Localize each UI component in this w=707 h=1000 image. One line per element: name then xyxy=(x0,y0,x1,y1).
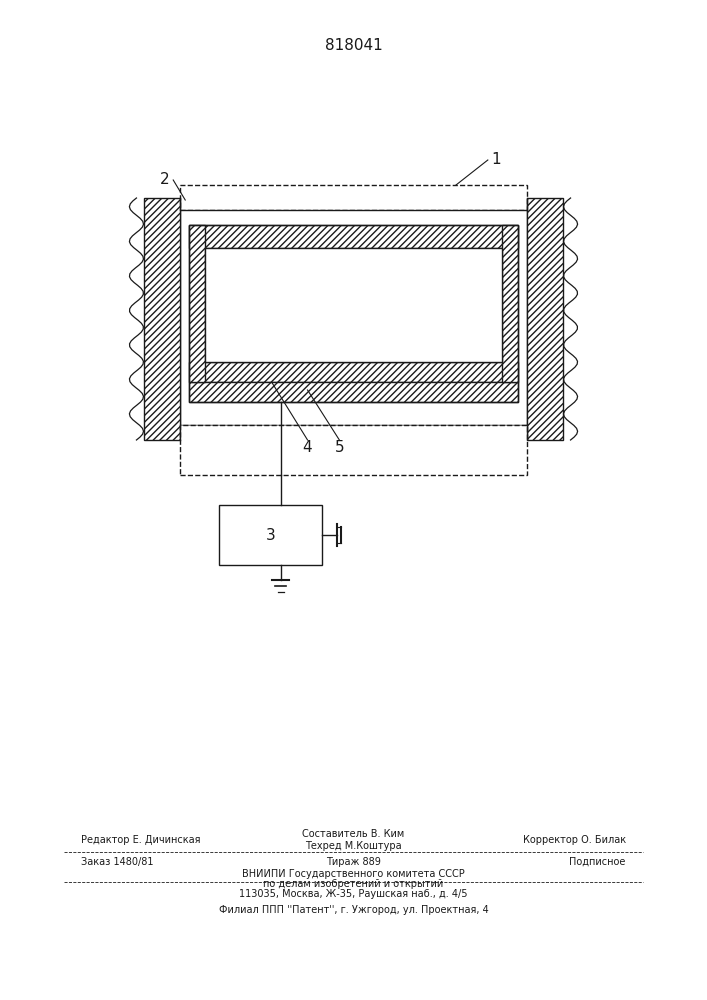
Text: 113035, Москва, Ж-35, Раушская наб., д. 4/5: 113035, Москва, Ж-35, Раушская наб., д. … xyxy=(239,889,468,899)
Bar xyxy=(189,225,205,382)
Bar xyxy=(180,425,527,475)
Text: 4: 4 xyxy=(303,440,312,456)
Text: Редактор Е. Дичинская: Редактор Е. Дичинская xyxy=(81,835,201,845)
Bar xyxy=(502,225,518,382)
Text: Составитель В. Ким: Составитель В. Ким xyxy=(303,829,404,839)
Text: Тираж 889: Тираж 889 xyxy=(326,857,381,867)
Text: по делам изобретений и открытий: по делам изобретений и открытий xyxy=(264,879,443,889)
Text: 5: 5 xyxy=(334,440,344,456)
Bar xyxy=(189,225,205,382)
Bar xyxy=(205,248,502,362)
Text: Заказ 1480/81: Заказ 1480/81 xyxy=(81,857,154,867)
Bar xyxy=(189,225,518,248)
Bar xyxy=(180,210,527,425)
Bar xyxy=(189,362,518,382)
Text: 1: 1 xyxy=(491,152,501,167)
Bar xyxy=(189,382,518,402)
Bar xyxy=(527,198,563,440)
Text: Техред М.Коштура: Техред М.Коштура xyxy=(305,841,402,851)
Text: 818041: 818041 xyxy=(325,37,382,52)
Text: Филиал ППП ''Патент'', г. Ужгород, ул. Проектная, 4: Филиал ППП ''Патент'', г. Ужгород, ул. П… xyxy=(218,905,489,915)
Bar xyxy=(189,382,518,402)
Text: 3: 3 xyxy=(266,528,275,542)
Bar xyxy=(502,225,518,382)
Bar xyxy=(219,505,322,565)
Bar xyxy=(527,198,563,440)
Text: 2: 2 xyxy=(160,172,170,188)
Bar xyxy=(189,225,518,402)
Text: Корректор О. Билак: Корректор О. Билак xyxy=(522,835,626,845)
Bar xyxy=(144,198,180,440)
Bar xyxy=(144,198,180,440)
Text: Подписное: Подписное xyxy=(569,857,626,867)
Bar xyxy=(189,225,518,248)
Bar xyxy=(189,362,518,382)
Bar xyxy=(180,185,527,210)
Text: ВНИИПИ Государственного комитета СССР: ВНИИПИ Государственного комитета СССР xyxy=(242,869,465,879)
